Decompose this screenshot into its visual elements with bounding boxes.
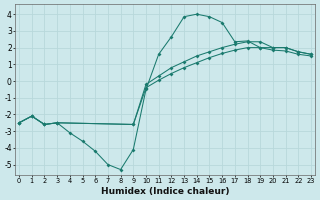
X-axis label: Humidex (Indice chaleur): Humidex (Indice chaleur): [101, 187, 229, 196]
